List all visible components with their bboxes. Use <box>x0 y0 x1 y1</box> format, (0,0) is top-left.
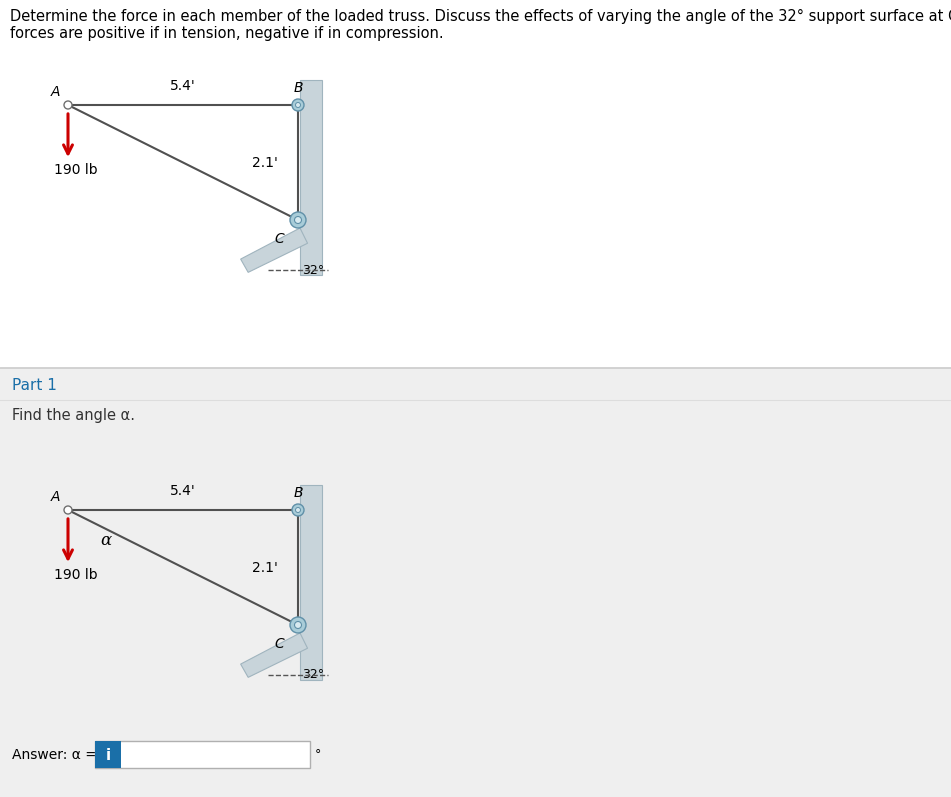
Circle shape <box>64 506 72 514</box>
Circle shape <box>295 217 301 223</box>
Text: α: α <box>100 532 111 549</box>
Circle shape <box>290 617 306 633</box>
Text: B: B <box>294 81 303 95</box>
Bar <box>95 741 121 768</box>
Circle shape <box>64 101 72 109</box>
Text: A: A <box>50 490 60 504</box>
Bar <box>300 80 322 275</box>
Text: 190 lb: 190 lb <box>54 568 98 582</box>
Bar <box>0 0 951 368</box>
Circle shape <box>290 212 306 228</box>
Text: B: B <box>294 486 303 500</box>
Text: Answer: α =: Answer: α = <box>12 748 101 762</box>
Circle shape <box>296 508 301 512</box>
Text: C: C <box>274 232 284 246</box>
Text: C: C <box>274 637 284 651</box>
Polygon shape <box>241 633 307 677</box>
Text: 5.4': 5.4' <box>170 484 196 498</box>
Text: 32°: 32° <box>302 669 324 681</box>
Bar <box>95 741 310 768</box>
Text: 2.1': 2.1' <box>252 560 278 575</box>
Circle shape <box>296 103 301 108</box>
Text: i: i <box>106 748 110 763</box>
Circle shape <box>292 504 304 516</box>
Text: Determine the force in each member of the loaded truss. Discuss the effects of v: Determine the force in each member of th… <box>10 9 951 24</box>
Circle shape <box>295 622 301 629</box>
Text: 5.4': 5.4' <box>170 79 196 93</box>
Text: °: ° <box>315 748 321 761</box>
Text: A: A <box>50 85 60 99</box>
Text: 32°: 32° <box>302 264 324 277</box>
Text: 190 lb: 190 lb <box>54 163 98 177</box>
Text: Find the angle α.: Find the angle α. <box>12 408 135 423</box>
Bar <box>0 368 951 797</box>
Text: Part 1: Part 1 <box>12 378 57 393</box>
Text: forces are positive if in tension, negative if in compression.: forces are positive if in tension, negat… <box>10 26 443 41</box>
Bar <box>300 485 322 680</box>
Polygon shape <box>241 228 307 273</box>
Text: 2.1': 2.1' <box>252 155 278 170</box>
Circle shape <box>292 99 304 111</box>
